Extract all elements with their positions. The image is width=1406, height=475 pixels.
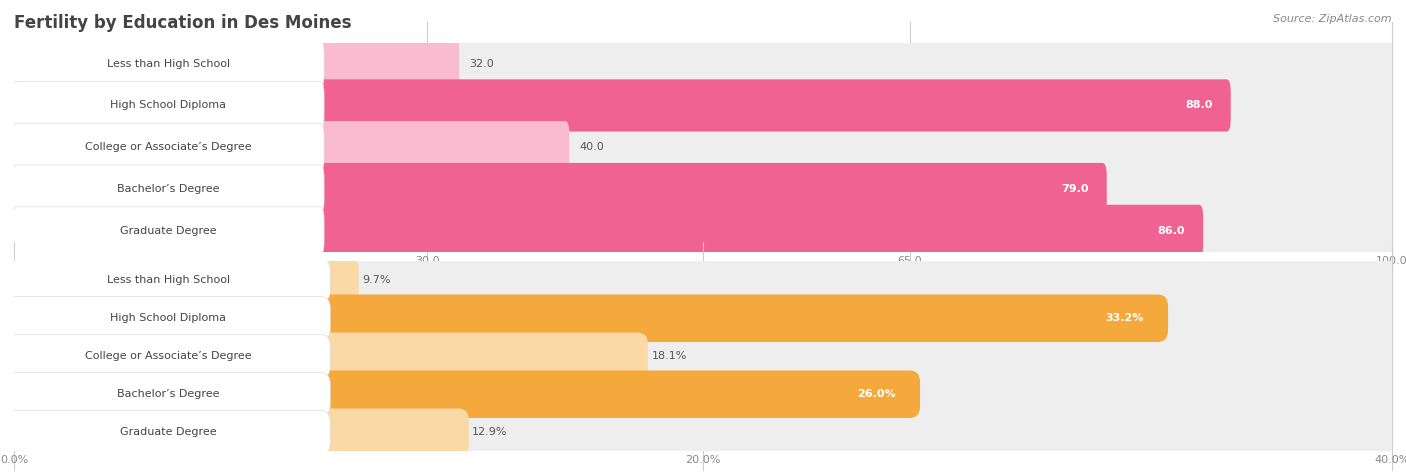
Text: 79.0: 79.0	[1062, 184, 1088, 194]
FancyBboxPatch shape	[13, 207, 325, 255]
FancyBboxPatch shape	[4, 368, 1402, 421]
FancyBboxPatch shape	[7, 410, 330, 454]
Text: 32.0: 32.0	[468, 58, 494, 69]
FancyBboxPatch shape	[10, 160, 1396, 219]
Text: Fertility by Education in Des Moines: Fertility by Education in Des Moines	[14, 14, 352, 32]
FancyBboxPatch shape	[7, 372, 330, 416]
Text: 33.2%: 33.2%	[1105, 313, 1144, 323]
FancyBboxPatch shape	[13, 81, 325, 130]
FancyBboxPatch shape	[13, 39, 325, 88]
FancyBboxPatch shape	[4, 256, 359, 304]
FancyBboxPatch shape	[10, 34, 1396, 93]
FancyBboxPatch shape	[10, 38, 460, 90]
Text: 26.0%: 26.0%	[858, 389, 896, 399]
Text: 88.0: 88.0	[1185, 100, 1213, 111]
Text: 40.0: 40.0	[579, 142, 603, 152]
FancyBboxPatch shape	[4, 292, 1402, 345]
FancyBboxPatch shape	[4, 408, 468, 456]
FancyBboxPatch shape	[10, 163, 1107, 215]
FancyBboxPatch shape	[7, 258, 330, 302]
FancyBboxPatch shape	[10, 121, 569, 173]
FancyBboxPatch shape	[7, 334, 330, 378]
FancyBboxPatch shape	[10, 201, 1396, 260]
Text: Less than High School: Less than High School	[107, 58, 231, 69]
Text: Source: ZipAtlas.com: Source: ZipAtlas.com	[1274, 14, 1392, 24]
Text: 18.1%: 18.1%	[651, 351, 686, 361]
FancyBboxPatch shape	[4, 406, 1402, 459]
FancyBboxPatch shape	[10, 205, 1204, 257]
FancyBboxPatch shape	[10, 79, 1230, 132]
Text: Less than High School: Less than High School	[107, 275, 231, 285]
Text: College or Associate’s Degree: College or Associate’s Degree	[86, 142, 252, 152]
Text: Graduate Degree: Graduate Degree	[120, 226, 217, 236]
Text: High School Diploma: High School Diploma	[111, 313, 226, 323]
FancyBboxPatch shape	[13, 165, 325, 213]
FancyBboxPatch shape	[4, 332, 648, 380]
Text: Bachelor’s Degree: Bachelor’s Degree	[117, 389, 219, 399]
Text: 86.0: 86.0	[1157, 226, 1185, 236]
FancyBboxPatch shape	[4, 294, 1168, 342]
FancyBboxPatch shape	[13, 123, 325, 171]
FancyBboxPatch shape	[10, 118, 1396, 177]
Text: Graduate Degree: Graduate Degree	[120, 427, 217, 437]
FancyBboxPatch shape	[4, 254, 1402, 307]
FancyBboxPatch shape	[10, 76, 1396, 135]
Text: Bachelor’s Degree: Bachelor’s Degree	[117, 184, 219, 194]
FancyBboxPatch shape	[4, 370, 920, 418]
FancyBboxPatch shape	[7, 296, 330, 340]
Text: High School Diploma: High School Diploma	[111, 100, 226, 111]
Text: College or Associate’s Degree: College or Associate’s Degree	[86, 351, 252, 361]
FancyBboxPatch shape	[4, 330, 1402, 383]
Text: 9.7%: 9.7%	[361, 275, 391, 285]
Text: 12.9%: 12.9%	[472, 427, 508, 437]
